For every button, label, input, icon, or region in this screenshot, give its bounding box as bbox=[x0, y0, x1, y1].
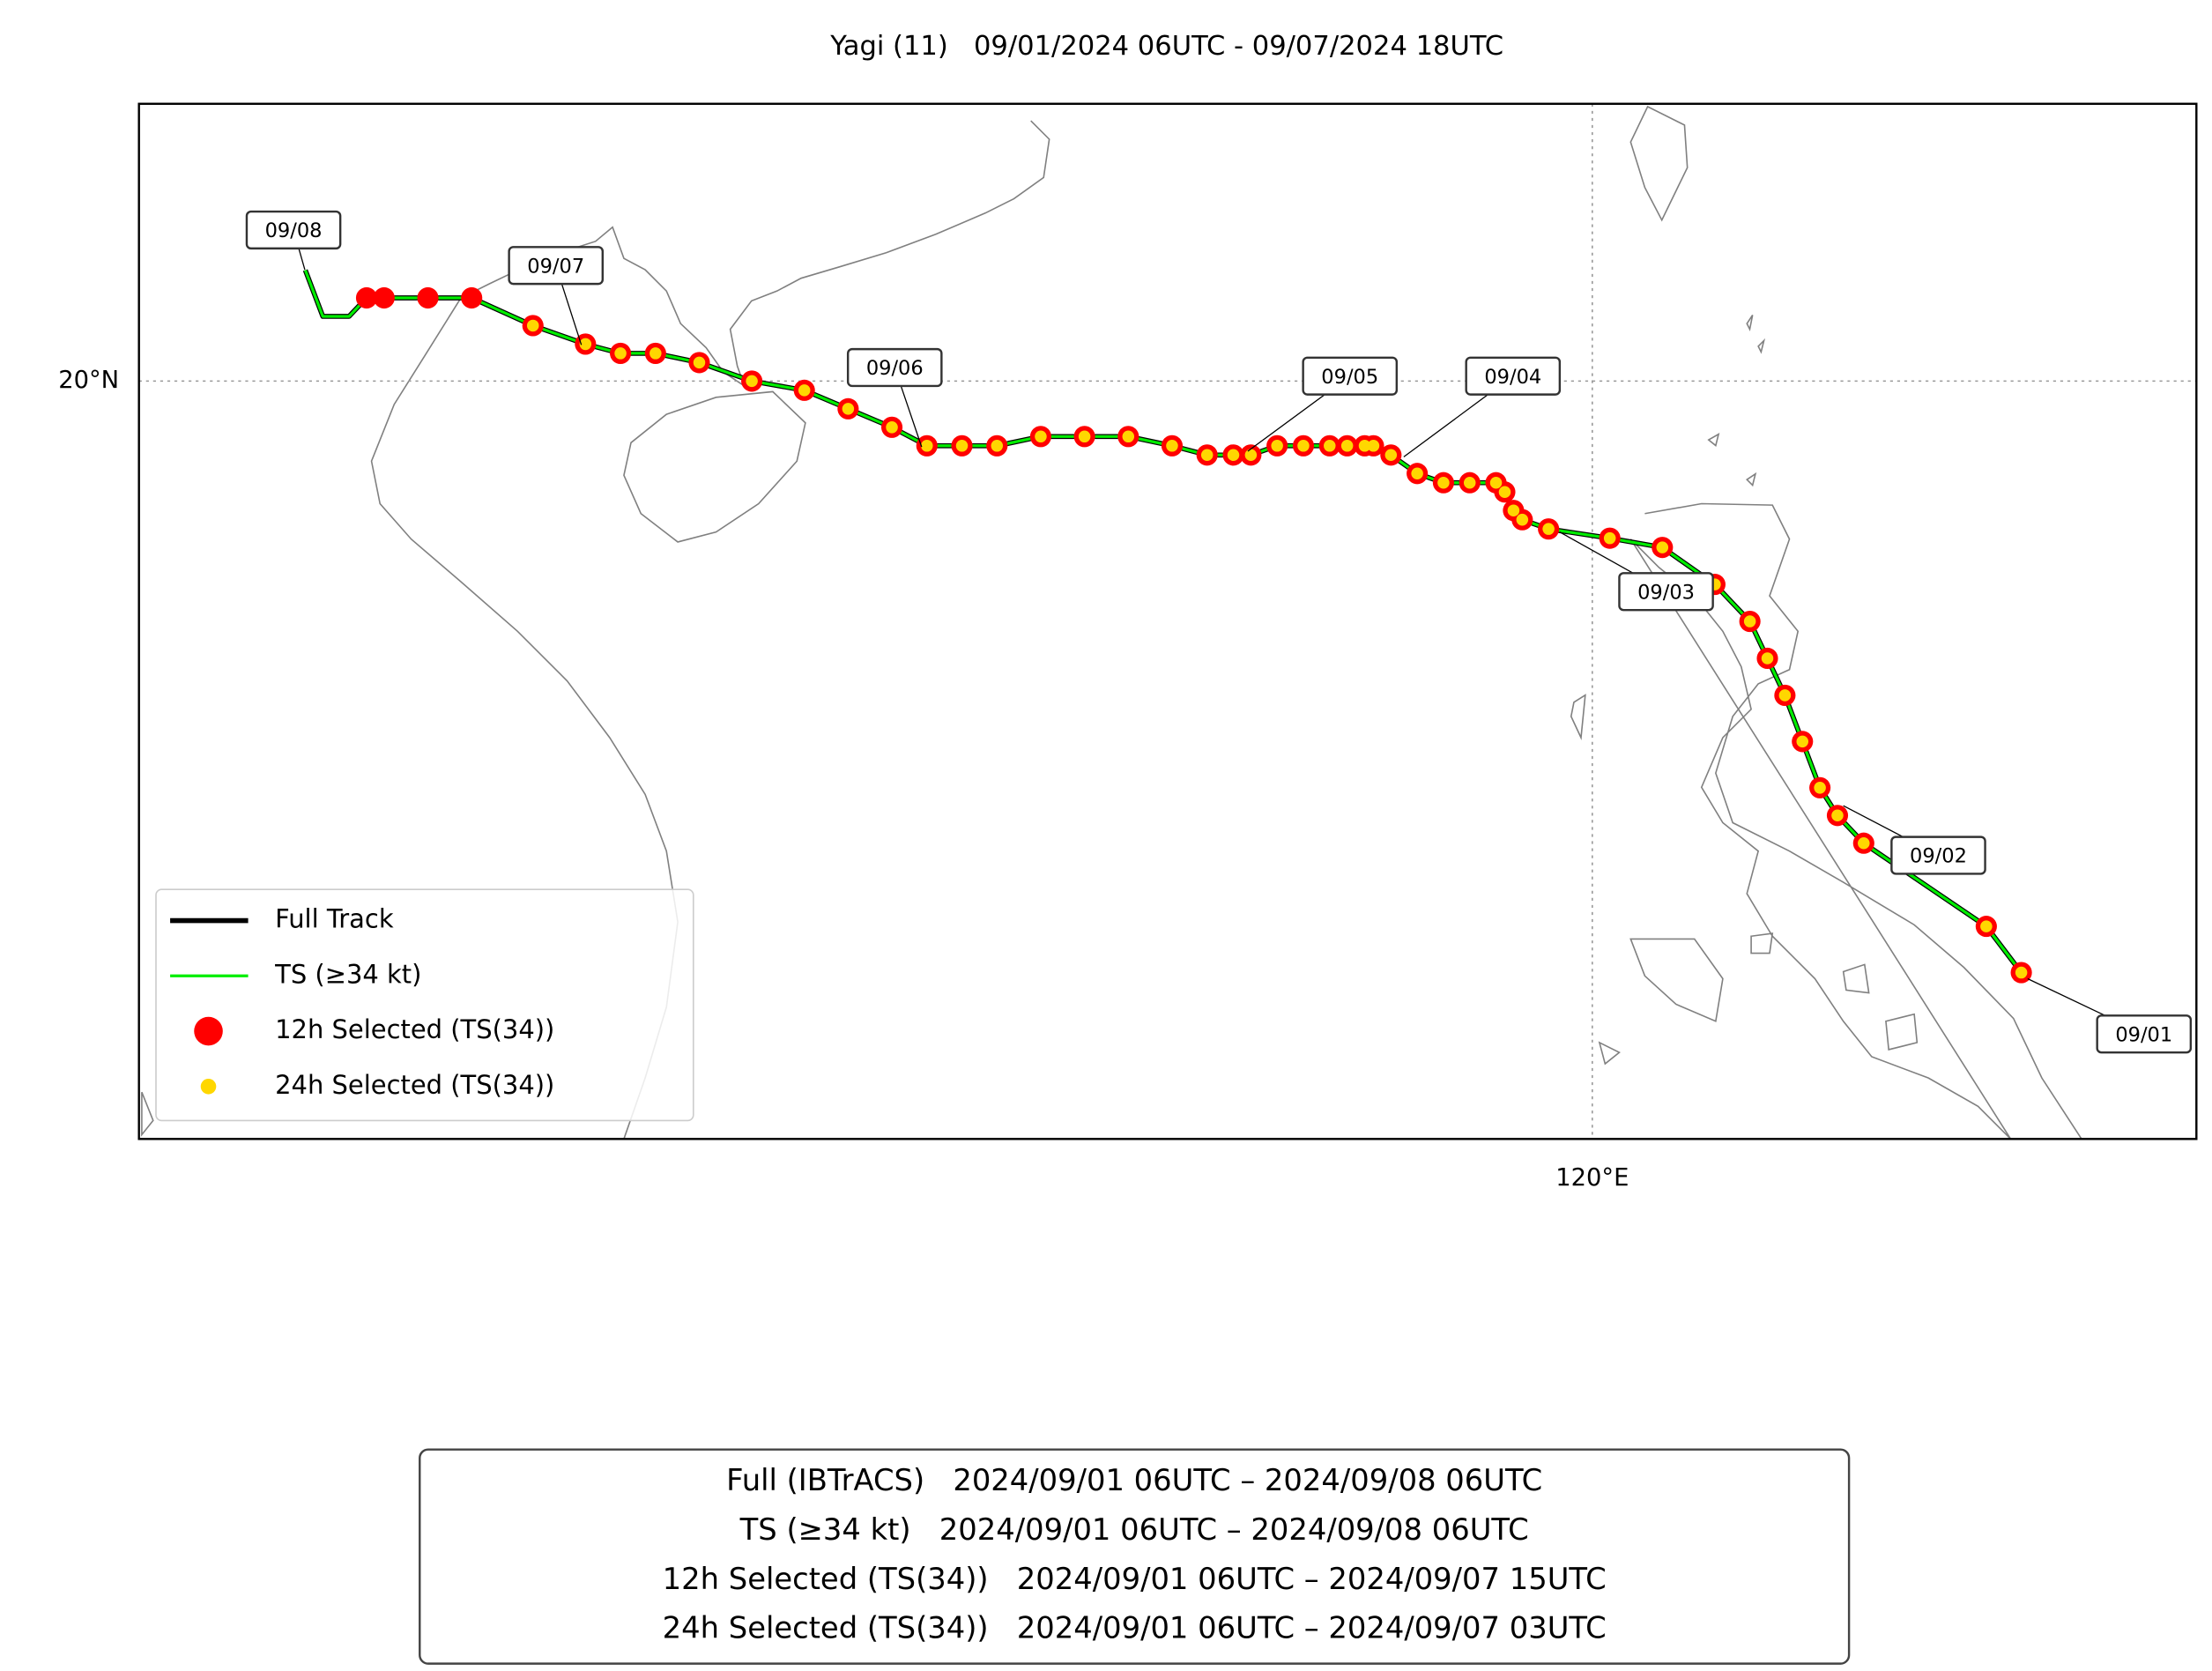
track-point bbox=[1244, 449, 1258, 462]
tracks bbox=[302, 269, 2032, 984]
label-box bbox=[1465, 356, 1562, 396]
track-point bbox=[1271, 440, 1283, 452]
track-point bbox=[1227, 449, 1240, 462]
track-point bbox=[1463, 476, 1476, 489]
grid bbox=[138, 103, 2197, 1140]
label-box bbox=[1890, 836, 1986, 875]
track-point bbox=[2015, 966, 2028, 979]
track-point bbox=[991, 440, 1004, 452]
coastlines bbox=[141, 105, 2082, 1140]
track-point bbox=[1516, 513, 1529, 526]
summary-line: 24h Selected (TS(34)) 2024/09/01 06UTC –… bbox=[663, 1611, 1607, 1645]
track-point bbox=[955, 440, 969, 452]
date-label: 09/02 bbox=[1910, 845, 1967, 868]
label-box bbox=[245, 210, 342, 250]
date-label: 09/03 bbox=[1637, 581, 1695, 604]
track-point bbox=[693, 356, 706, 369]
date-label: 09/05 bbox=[1321, 366, 1378, 389]
track-point bbox=[1340, 440, 1354, 452]
summary-box bbox=[419, 1448, 1851, 1665]
summary-line: TS (≥34 kt) 2024/09/01 06UTC – 2024/09/0… bbox=[739, 1512, 1529, 1547]
legend-swatch bbox=[200, 1079, 217, 1095]
summary-line: Full (IBTrACS) 2024/09/01 06UTC – 2024/0… bbox=[726, 1463, 1542, 1497]
track-point bbox=[1498, 486, 1511, 498]
track-point bbox=[1980, 920, 1993, 932]
label-box bbox=[1618, 572, 1714, 612]
track-point bbox=[1603, 531, 1616, 545]
coast-mindoro bbox=[1629, 938, 1724, 1022]
coast-hainan bbox=[623, 390, 806, 543]
date-label: 09/04 bbox=[1484, 366, 1541, 389]
track-point bbox=[1200, 449, 1214, 462]
legend-label: TS (≥34 kt) bbox=[274, 959, 421, 989]
date-label: 09/07 bbox=[527, 255, 584, 278]
track-point bbox=[1796, 735, 1809, 748]
track-point bbox=[1297, 440, 1310, 452]
label-box bbox=[508, 246, 605, 286]
date-label: 09/08 bbox=[265, 219, 323, 242]
track-point bbox=[921, 440, 933, 452]
track-point bbox=[1489, 476, 1503, 489]
label-box bbox=[1302, 356, 1399, 396]
legend-swatch bbox=[194, 1016, 223, 1046]
track-point bbox=[355, 286, 378, 309]
summary: Full (IBTrACS) 2024/09/01 06UTC – 2024/0… bbox=[419, 1448, 1851, 1665]
date-label: 09/06 bbox=[866, 357, 924, 380]
track-point bbox=[1324, 440, 1336, 452]
label-box bbox=[846, 347, 943, 388]
track-point bbox=[1122, 430, 1135, 443]
track-point bbox=[842, 403, 855, 415]
track-point bbox=[526, 319, 539, 332]
track-point bbox=[1814, 782, 1826, 794]
track-point bbox=[1542, 523, 1555, 535]
track-point bbox=[1831, 809, 1844, 822]
track-point bbox=[1166, 440, 1178, 452]
coast-taiwan bbox=[1629, 105, 1689, 222]
legend: Full Track TS (≥34 kt) 12h Selected (TS(34… bbox=[155, 888, 694, 1122]
map-frame bbox=[137, 102, 2198, 1140]
track-point bbox=[579, 338, 592, 351]
track-point bbox=[1656, 541, 1669, 553]
track-point bbox=[1858, 836, 1870, 850]
label-box bbox=[2096, 1014, 2193, 1054]
track-point bbox=[373, 286, 395, 309]
track-point bbox=[1743, 615, 1756, 628]
track-point bbox=[417, 286, 439, 309]
summary-line: 12h Selected (TS(34)) 2024/09/01 06UTC –… bbox=[663, 1562, 1607, 1596]
track-point bbox=[461, 286, 483, 309]
coast-islands bbox=[141, 315, 1919, 1137]
track-point bbox=[746, 375, 758, 388]
track-point bbox=[1367, 440, 1380, 452]
track-point bbox=[1035, 430, 1047, 443]
track-point bbox=[1384, 449, 1398, 462]
track-point bbox=[1411, 467, 1423, 480]
date-label: 09/01 bbox=[2115, 1023, 2172, 1046]
legend-label: Full Track bbox=[275, 904, 394, 934]
map-title: Yagi (11) 09/01/2024 06UTC - 09/07/2024 … bbox=[829, 31, 1503, 62]
legend-label: 24h Selected (TS(34)) bbox=[275, 1070, 554, 1100]
track-point bbox=[798, 384, 811, 397]
y-tick-label: 20°N bbox=[58, 367, 119, 394]
track-point bbox=[1078, 430, 1091, 443]
legend-box bbox=[155, 888, 694, 1122]
track-point bbox=[1358, 440, 1371, 452]
track-point bbox=[614, 347, 627, 360]
x-tick-label: 120°E bbox=[1555, 1164, 1629, 1192]
track-point bbox=[1761, 652, 1774, 665]
track-point bbox=[1437, 476, 1450, 489]
track-point bbox=[1778, 689, 1792, 702]
track-point bbox=[886, 421, 898, 434]
track-point bbox=[1507, 504, 1520, 516]
date-labels: 09/01 09/02 09/03 09/04 09/05 09/06 09/07 09/08 bbox=[245, 210, 2193, 1054]
legend-label: 12h Selected (TS(34)) bbox=[275, 1014, 554, 1044]
track-point bbox=[649, 347, 662, 360]
